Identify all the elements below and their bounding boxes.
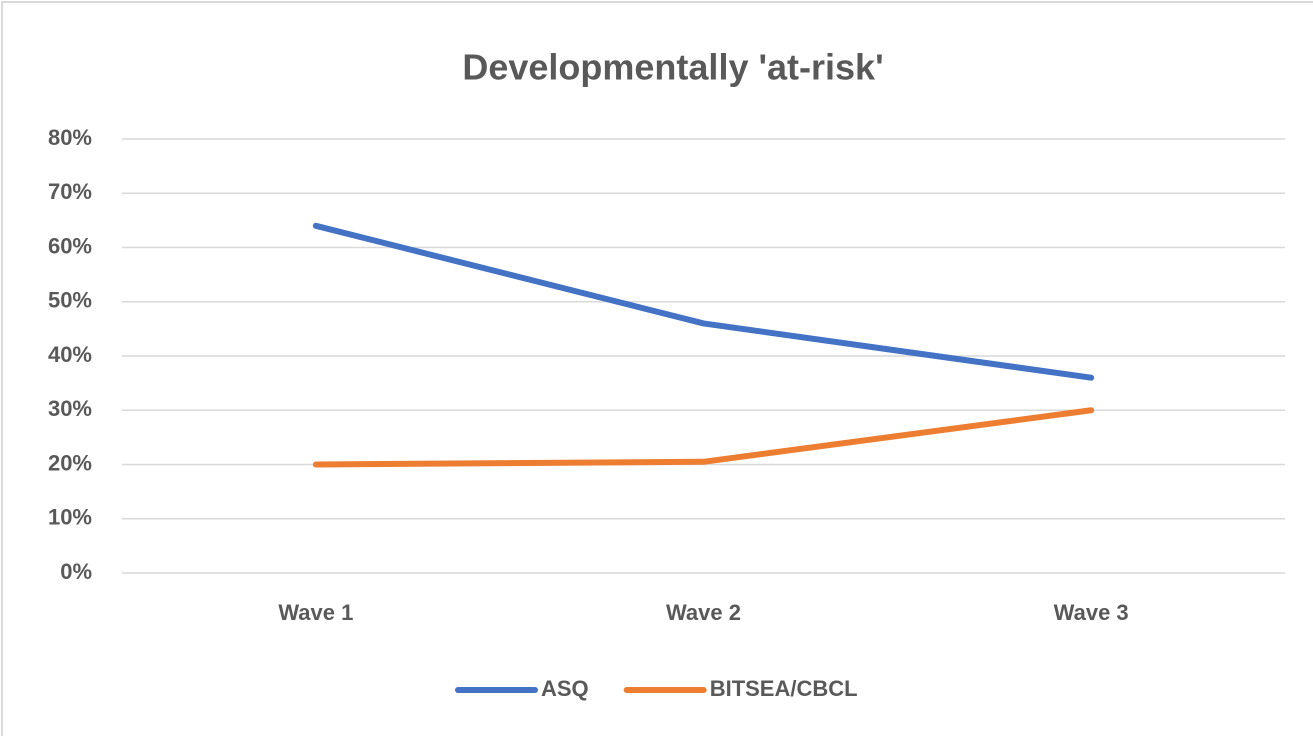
legend-label: BITSEA/CBCL (710, 676, 858, 701)
y-tick-label: 0% (60, 559, 92, 584)
series-line (312, 407, 1095, 468)
series-line (312, 222, 1095, 381)
y-tick-label: 40% (48, 342, 92, 367)
x-tick-label: Wave 3 (1054, 600, 1129, 625)
y-tick-label: 70% (48, 179, 92, 204)
y-tick-label: 80% (48, 125, 92, 150)
y-tick-label: 60% (48, 233, 92, 258)
x-tick-label: Wave 1 (278, 600, 353, 625)
legend-label: ASQ (541, 676, 589, 701)
y-tick-label: 50% (48, 288, 92, 313)
y-tick-label: 10% (48, 505, 92, 530)
x-tick-label: Wave 2 (666, 600, 741, 625)
y-tick-label: 30% (48, 396, 92, 421)
chart-title: Developmentally 'at-risk' (462, 47, 883, 88)
y-tick-label: 20% (48, 450, 92, 475)
